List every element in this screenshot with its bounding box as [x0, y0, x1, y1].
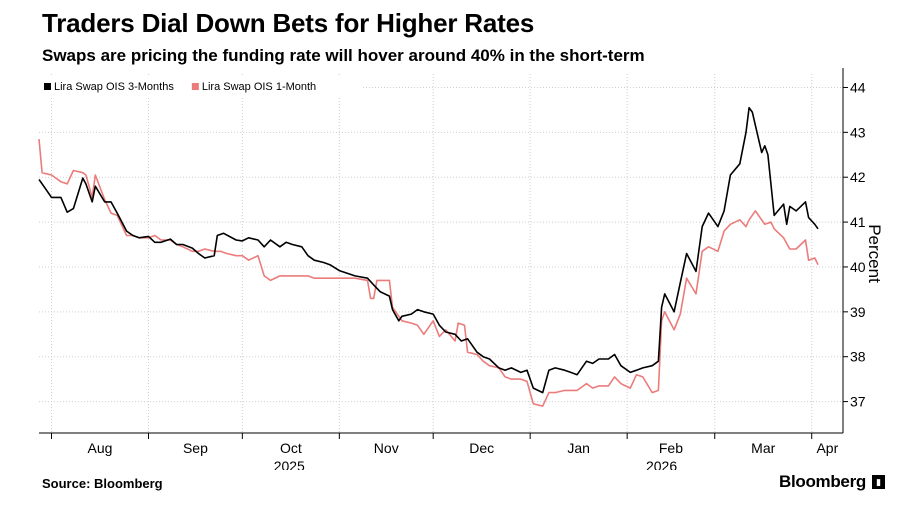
chart-subtitle: Swaps are pricing the funding rate will … — [42, 46, 645, 65]
x-tick-label: Oct — [280, 440, 302, 456]
x-tick-label: Jan — [567, 440, 590, 456]
x-tick-label: Aug — [88, 440, 113, 456]
legend-label: Lira Swap OIS 3-Months — [54, 81, 174, 93]
brand-badge-icon: ▮ — [872, 475, 885, 489]
legend-label: Lira Swap OIS 1-Month — [202, 81, 316, 93]
x-year-label: 2025 — [274, 458, 305, 470]
y-tick-label: 43 — [850, 124, 866, 140]
legend-swatch — [44, 83, 51, 90]
x-tick-label: Mar — [751, 440, 775, 456]
series-line-lira-swap-ois-1-month — [38, 139, 819, 407]
legend-background — [39, 75, 363, 97]
legend-swatch — [191, 83, 199, 90]
axes: 37 38 39 40 41 42 43 44 Aug Sep Oct Nov Dec Jan Feb Mar… — [39, 68, 884, 470]
y-tick-label: 41 — [850, 214, 866, 230]
line-chart: 37 38 39 40 41 42 43 44 Aug Sep Oct Nov Dec Jan Feb Mar… — [38, 68, 884, 470]
y-tick-label: 40 — [850, 259, 866, 275]
x-year-label: 2026 — [646, 458, 677, 470]
y-tick-label: 44 — [850, 79, 866, 95]
grid-lines — [39, 74, 843, 433]
series-line-lira-swap-ois-3-months — [38, 106, 819, 394]
chart-title: Traders Dial Down Bets for Higher Rates — [42, 8, 535, 38]
y-tick-label: 38 — [850, 349, 866, 365]
brand-name: Bloomberg — [778, 472, 866, 491]
y-axis-title: Percent — [865, 224, 884, 283]
x-tick-label: Feb — [659, 440, 683, 456]
y-tick-label: 37 — [850, 394, 866, 410]
source-note: Source: Bloomberg — [42, 476, 163, 491]
bloomberg-logo: Bloomberg ▮ — [779, 472, 885, 492]
y-tick-label: 42 — [850, 169, 866, 185]
y-tick-label: 39 — [850, 304, 866, 320]
legend: Lira Swap OIS 3-Months Lira Swap OIS 1-Mo… — [39, 75, 363, 97]
x-tick-label: Sep — [183, 440, 208, 456]
x-tick-label: Apr — [816, 440, 838, 456]
x-tick-label: Nov — [374, 440, 399, 456]
series-lines — [38, 106, 819, 407]
x-tick-label: Dec — [469, 440, 494, 456]
